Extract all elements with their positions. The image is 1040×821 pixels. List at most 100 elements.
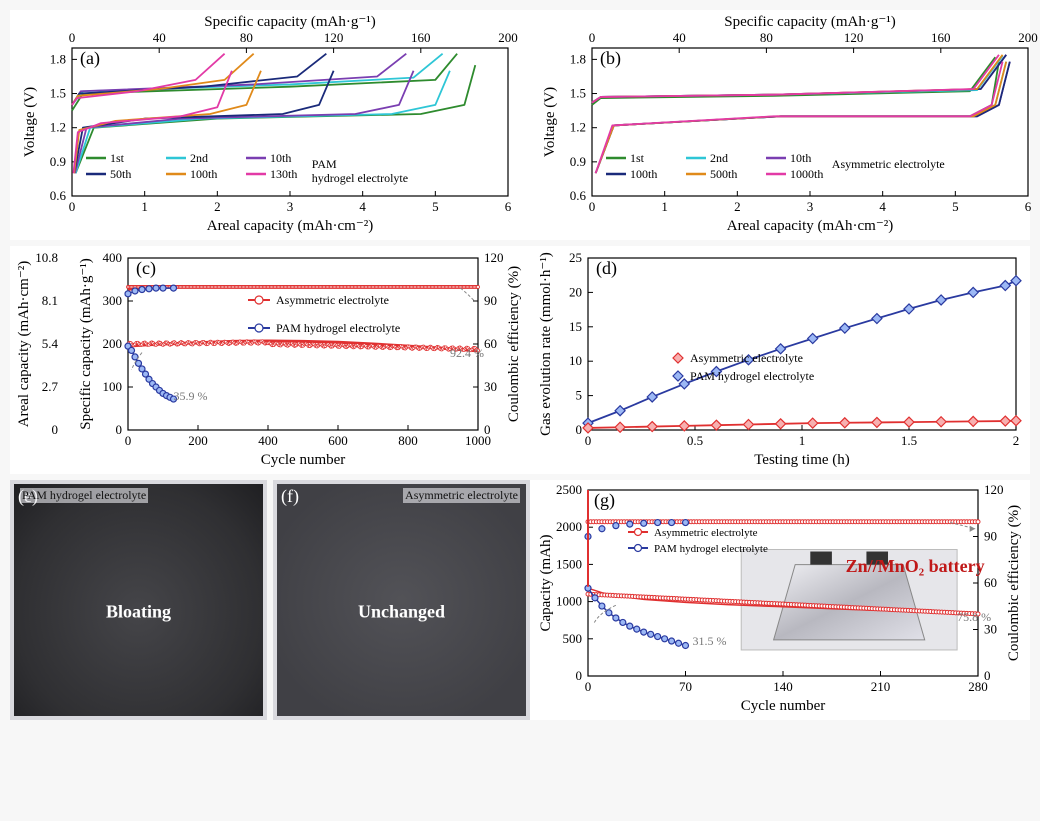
svg-text:600: 600 [328, 433, 348, 448]
svg-text:0.5: 0.5 [687, 433, 703, 448]
svg-text:0.6: 0.6 [50, 188, 67, 203]
svg-text:25: 25 [569, 250, 582, 265]
svg-text:1.8: 1.8 [50, 51, 66, 66]
svg-text:0: 0 [69, 30, 76, 45]
svg-text:6: 6 [1025, 199, 1032, 214]
svg-text:1.5: 1.5 [50, 86, 66, 101]
svg-text:0: 0 [589, 30, 596, 45]
svg-text:1000: 1000 [556, 594, 582, 609]
svg-text:10.8: 10.8 [35, 250, 58, 265]
svg-text:92.4 %: 92.4 % [450, 346, 484, 360]
svg-text:100th: 100th [630, 167, 657, 181]
photo-e: (e) PAM hydrogel electrolyte Bloating [10, 480, 267, 720]
svg-text:500th: 500th [710, 167, 737, 181]
svg-text:0: 0 [984, 668, 991, 683]
svg-text:80: 80 [760, 30, 773, 45]
svg-text:5: 5 [952, 199, 959, 214]
svg-text:300: 300 [103, 293, 123, 308]
svg-text:2.7: 2.7 [42, 379, 59, 394]
svg-text:0: 0 [125, 433, 132, 448]
svg-text:2nd: 2nd [190, 151, 208, 165]
svg-text:PAM hydrogel electrolyte: PAM hydrogel electrolyte [276, 321, 400, 335]
svg-text:Capacity (mAh): Capacity (mAh) [538, 534, 554, 631]
svg-text:0: 0 [589, 199, 596, 214]
photo-e-text: Bloating [106, 601, 171, 622]
svg-text:8.1: 8.1 [42, 293, 58, 308]
svg-text:0.9: 0.9 [50, 154, 66, 169]
svg-text:80: 80 [240, 30, 253, 45]
svg-text:1.2: 1.2 [50, 120, 66, 135]
svg-text:PAM hydrogel electrolyte: PAM hydrogel electrolyte [654, 543, 768, 555]
panel-b: 01234560.60.91.21.51.8Areal capacity (mA… [530, 10, 1030, 240]
svg-text:Cycle number: Cycle number [741, 698, 826, 714]
svg-text:2: 2 [214, 199, 221, 214]
svg-text:1st: 1st [630, 151, 645, 165]
svg-text:70: 70 [679, 679, 692, 694]
svg-text:2: 2 [1013, 433, 1020, 448]
svg-text:0: 0 [576, 668, 583, 683]
svg-text:40: 40 [673, 30, 686, 45]
svg-text:800: 800 [398, 433, 418, 448]
photo-f-text: Unchanged [358, 601, 445, 622]
svg-text:Specific capacity (mAh·g⁻¹): Specific capacity (mAh·g⁻¹) [204, 14, 376, 30]
panel-d: 00.511.520510152025Testing time (h)Gas e… [530, 246, 1030, 474]
svg-text:Asymmetric electrolyte: Asymmetric electrolyte [690, 351, 803, 365]
svg-text:0: 0 [69, 199, 76, 214]
svg-text:0: 0 [52, 422, 59, 437]
panel-g: 07014021028005001000150020002500Cycle nu… [530, 480, 1030, 720]
svg-text:20: 20 [569, 284, 582, 299]
svg-text:15: 15 [569, 319, 582, 334]
svg-text:60: 60 [484, 336, 497, 351]
svg-text:1: 1 [799, 433, 806, 448]
svg-text:2nd: 2nd [710, 151, 728, 165]
svg-text:400: 400 [258, 433, 278, 448]
svg-text:4: 4 [359, 199, 366, 214]
svg-text:1: 1 [661, 199, 668, 214]
svg-text:Specific capacity (mAh·g⁻¹): Specific capacity (mAh·g⁻¹) [724, 14, 896, 30]
svg-text:6: 6 [505, 199, 512, 214]
svg-text:50th: 50th [110, 167, 131, 181]
svg-text:Voltage (V): Voltage (V) [542, 87, 558, 157]
svg-text:2: 2 [734, 199, 741, 214]
svg-text:Testing time (h): Testing time (h) [754, 452, 850, 468]
svg-text:0: 0 [116, 422, 123, 437]
svg-text:0.9: 0.9 [570, 154, 586, 169]
svg-text:200: 200 [103, 336, 123, 351]
svg-text:3: 3 [287, 199, 294, 214]
svg-text:Zn//MnO₂ battery: Zn//MnO₂ battery [846, 556, 985, 576]
svg-text:0: 0 [484, 422, 491, 437]
panel-f-tag: (f) [281, 486, 299, 507]
svg-text:90: 90 [484, 293, 497, 308]
svg-text:100: 100 [103, 379, 123, 394]
svg-text:120: 120 [844, 30, 864, 45]
svg-text:PAM: PAM [312, 157, 337, 171]
svg-text:0: 0 [585, 433, 592, 448]
svg-text:90: 90 [984, 529, 997, 544]
svg-text:Cycle number: Cycle number [261, 452, 346, 468]
svg-text:Coulombic efficiency (%): Coulombic efficiency (%) [506, 266, 522, 422]
svg-text:10th: 10th [270, 151, 291, 165]
svg-text:1.8: 1.8 [570, 51, 586, 66]
svg-text:2000: 2000 [556, 519, 582, 534]
svg-text:0: 0 [576, 422, 583, 437]
svg-text:1000th: 1000th [790, 167, 823, 181]
svg-text:3: 3 [807, 199, 814, 214]
figure-grid: 0 1 2 3 4 5 6 0.6 0.9 1.2 1.5 1.8 Areal capacity (mA… [10, 10, 1030, 720]
svg-text:130th: 130th [270, 167, 297, 181]
svg-text:(c): (c) [136, 258, 156, 279]
svg-text:10: 10 [569, 353, 582, 368]
svg-text:500: 500 [563, 631, 583, 646]
svg-text:4: 4 [879, 199, 886, 214]
svg-text:Voltage (V): Voltage (V) [22, 87, 38, 157]
svg-text:75.8 %: 75.8 % [957, 610, 991, 624]
svg-text:1.5: 1.5 [901, 433, 917, 448]
svg-text:Areal capacity (mAh·cm⁻²): Areal capacity (mAh·cm⁻²) [207, 218, 374, 234]
svg-text:Specific capacity (mAh·g⁻¹): Specific capacity (mAh·g⁻¹) [78, 258, 94, 430]
photo-e-label: PAM hydrogel electrolyte [20, 488, 148, 503]
svg-text:(g): (g) [594, 490, 615, 511]
svg-text:200: 200 [188, 433, 208, 448]
svg-text:400: 400 [103, 250, 123, 265]
svg-text:PAM hydrogel electrolyte: PAM hydrogel electrolyte [690, 369, 814, 383]
panel-a: 01234560.60.91.21.51.8Areal capacity (mA… [10, 10, 530, 240]
photo-f-label: Asymmetric electrolyte [403, 488, 520, 503]
